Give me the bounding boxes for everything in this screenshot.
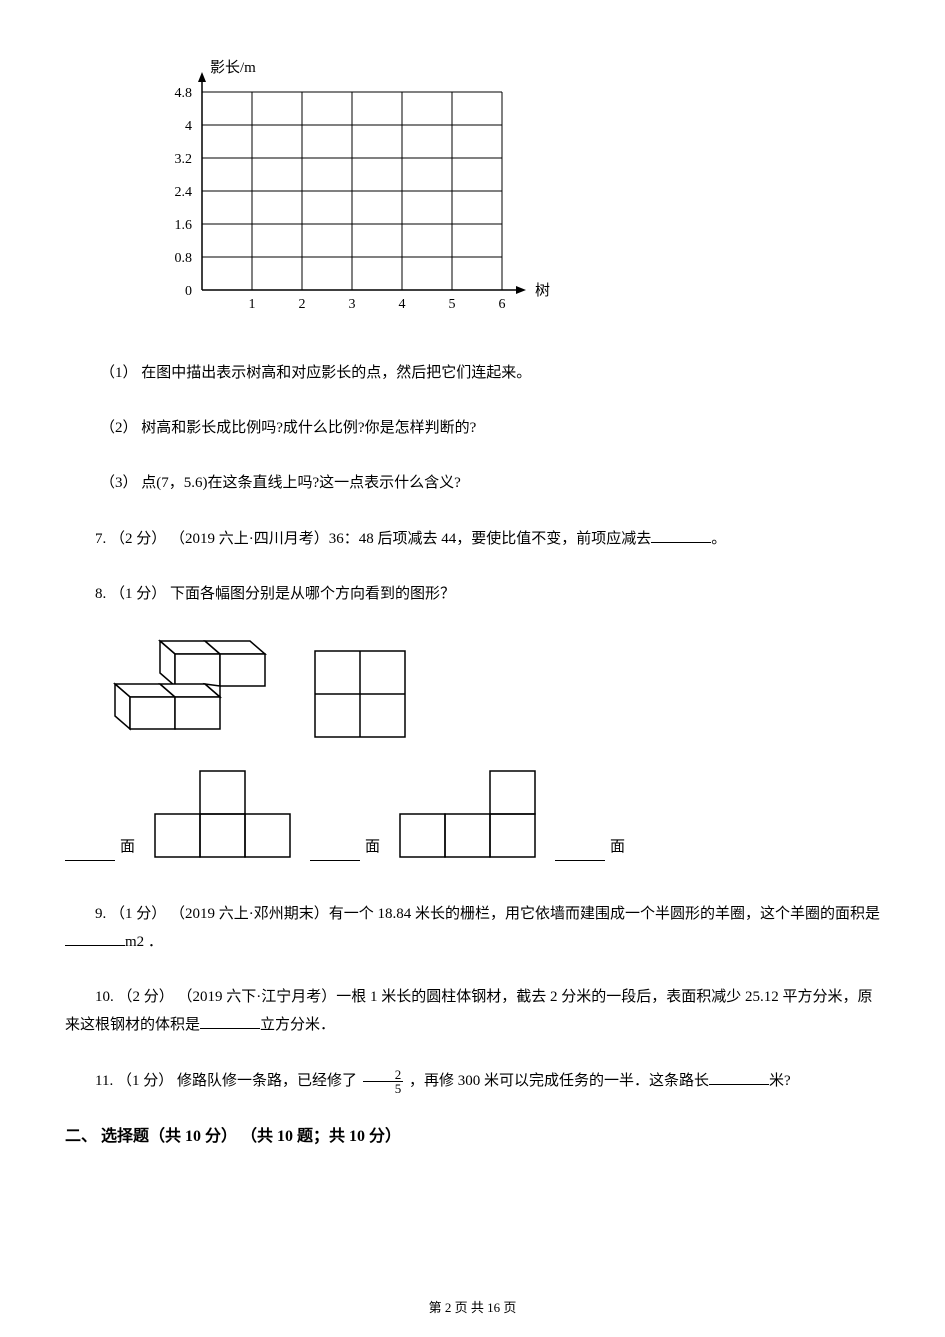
x-tick: 3	[349, 297, 356, 312]
x-tick: 4	[399, 297, 406, 312]
x-tick: 5	[449, 297, 456, 312]
blank-face-b[interactable]	[310, 843, 360, 861]
blank-face-a[interactable]	[65, 843, 115, 861]
isometric-3d-figure	[100, 636, 270, 741]
question-sub-2: （2） 树高和影长成比例吗?成什么比例?你是怎样判断的?	[100, 415, 880, 442]
face-label-c: 面	[555, 834, 625, 861]
view-figure-a	[150, 766, 295, 861]
q10-text: 10. （2 分） （2019 六下·江宁月考）一根 1 米长的圆柱体钢材，截去…	[65, 989, 873, 1033]
question-9: 9. （1 分） （2019 六上·邓州期末）有一个 18.84 米长的栅栏，用…	[65, 901, 880, 956]
face-text-c: 面	[610, 834, 625, 861]
figure-row-2: 面 面 面	[65, 766, 880, 861]
fraction-2-5: 25	[363, 1068, 404, 1095]
section-title: 二、 选择题（共 10 分） （共 10 题；共 10 分）	[65, 1123, 880, 1152]
x-tick: 2	[299, 297, 306, 312]
shadow-height-chart: 影长/m 树高/m 4.8 4 3.2 2.4 1.6 0.8 0	[120, 50, 880, 330]
face-label-b: 面	[310, 834, 380, 861]
q10-suffix: 立方分米．	[260, 1017, 335, 1033]
question-sub-1: （1） 在图中描出表示树高和对应影长的点，然后把它们连起来。	[100, 360, 880, 387]
q9-suffix: m2 ．	[125, 934, 163, 950]
y-tick: 0.8	[175, 251, 193, 266]
view-2x2-grid	[310, 646, 410, 741]
view-figure-b	[395, 766, 540, 861]
q11-suffix: 米?	[769, 1073, 791, 1089]
q7-suffix: 。	[711, 531, 726, 547]
x-tick: 6	[499, 297, 506, 312]
y-axis-label: 影长/m	[210, 59, 256, 76]
y-tick: 4.8	[175, 86, 193, 101]
blank-q9[interactable]	[65, 928, 125, 946]
chart-svg: 影长/m 树高/m 4.8 4 3.2 2.4 1.6 0.8 0	[120, 50, 550, 320]
q11-prefix: 11. （1 分） 修路队修一条路，已经修了	[95, 1073, 361, 1089]
face-text-b: 面	[365, 834, 380, 861]
fraction-numerator: 2	[363, 1068, 404, 1082]
q7-text: 7. （2 分） （2019 六上·四川月考）36：48 后项减去 44，要使比…	[95, 531, 651, 547]
q9-text: 9. （1 分） （2019 六上·邓州期末）有一个 18.84 米长的栅栏，用…	[95, 906, 880, 922]
face-text-a: 面	[120, 834, 135, 861]
y-tick: 4	[185, 119, 192, 134]
y-tick: 2.4	[175, 185, 193, 200]
figure-row-1	[100, 636, 880, 741]
fraction-denominator: 5	[363, 1082, 404, 1095]
page-number: 第 2 页 共 16 页	[0, 1296, 945, 1319]
y-tick: 1.6	[175, 218, 193, 233]
question-7: 7. （2 分） （2019 六上·四川月考）36：48 后项减去 44，要使比…	[65, 525, 880, 553]
x-tick: 1	[249, 297, 256, 312]
y-arrow	[198, 72, 206, 82]
question-8: 8. （1 分） 下面各幅图分别是从哪个方向看到的图形？	[65, 581, 880, 608]
y-tick: 3.2	[175, 152, 193, 167]
x-axis-label: 树高/m	[535, 282, 550, 299]
y-tick: 0	[185, 284, 192, 299]
question-10: 10. （2 分） （2019 六下·江宁月考）一根 1 米长的圆柱体钢材，截去…	[65, 984, 880, 1039]
x-arrow	[516, 286, 526, 294]
question-sub-3: （3） 点(7，5.6)在这条直线上吗?这一点表示什么含义?	[100, 470, 880, 497]
question-11: 11. （1 分） 修路队修一条路，已经修了 25 ，再修 300 米可以完成任…	[65, 1067, 880, 1095]
blank-q10[interactable]	[200, 1011, 260, 1029]
blank-input[interactable]	[651, 525, 711, 543]
face-label-a: 面	[65, 834, 135, 861]
blank-q11[interactable]	[709, 1067, 769, 1085]
blank-face-c[interactable]	[555, 843, 605, 861]
q11-mid: ，再修 300 米可以完成任务的一半．这条路长	[405, 1073, 709, 1089]
